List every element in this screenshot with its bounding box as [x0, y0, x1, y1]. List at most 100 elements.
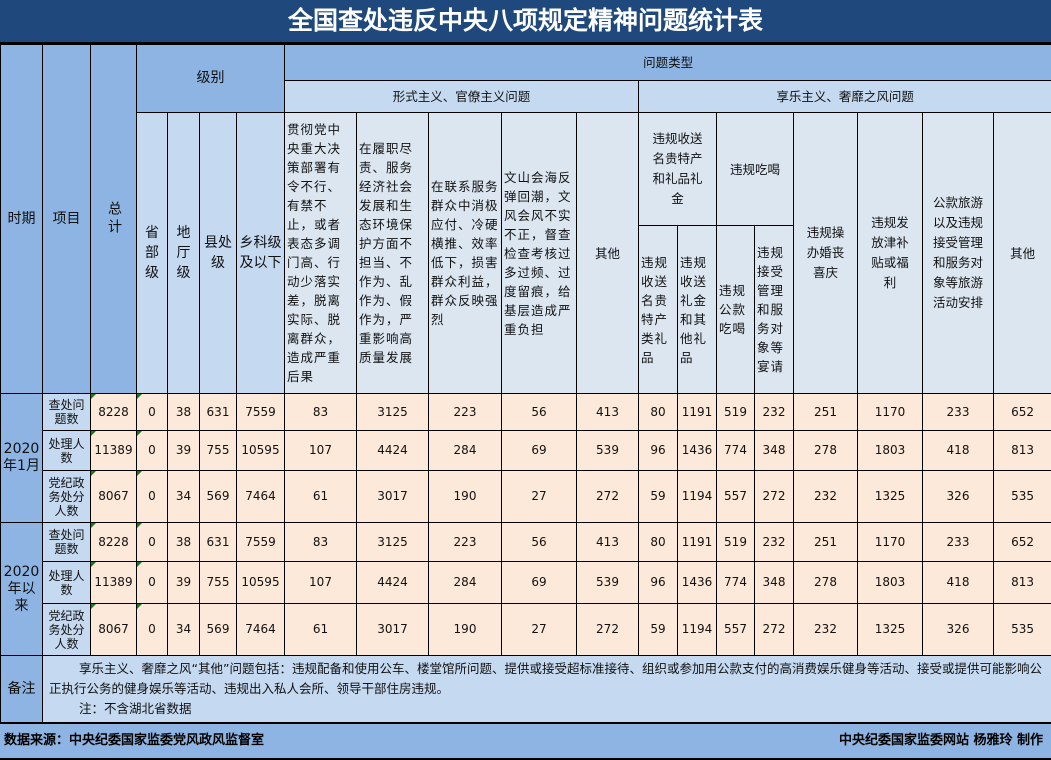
row-item-label: 处理人数 [42, 430, 91, 471]
notes-row: 备注 享乐主义、奢靡之风“其他”问题包括：违规配备和使用公车、楼堂馆所问题、提供或… [0, 655, 1051, 723]
cell-dining-banquets: 272 [754, 603, 794, 656]
cell-travel: 233 [922, 522, 994, 562]
cell-weddings-funerals: 278 [793, 430, 858, 471]
cell-allowances: 1170 [857, 522, 923, 562]
cell-formalism-1: 61 [284, 470, 357, 523]
header-dining-public-funds: 违规公款吃喝 [716, 225, 755, 394]
cell-allowances: 1803 [857, 561, 923, 604]
cell-allowances: 1803 [857, 430, 923, 471]
cell-dining-banquets: 348 [754, 561, 794, 604]
cell-formalism-3: 284 [428, 430, 502, 471]
header-gifts-specialty: 违规收送名贵特产类礼品 [638, 225, 678, 394]
cell-township: 10595 [236, 561, 285, 604]
cell-formalism-2: 3017 [356, 603, 429, 656]
cell-formalism-4: 69 [501, 561, 577, 604]
cell-total: 8228 [90, 393, 137, 431]
header-level-provincial: 省部级 [136, 112, 168, 394]
cell-hedonism-other: 535 [992, 603, 1051, 656]
cell-formalism-2: 3017 [356, 470, 429, 523]
header-level-county: 县处级 [199, 112, 237, 394]
header-formalism-other: 其他 [576, 112, 639, 394]
cell-travel: 418 [922, 430, 994, 471]
cell-gifts-specialty: 80 [638, 522, 678, 562]
cell-formalism-2: 4424 [356, 561, 429, 604]
notes-line-1: 享乐主义、奢靡之风“其他”问题包括：违规配备和使用公车、楼堂馆所问题、提供或接受… [49, 661, 1042, 696]
header-hedonism-other: 其他 [992, 112, 1051, 394]
cell-dining-public-funds: 557 [716, 603, 755, 656]
cell-township: 10595 [236, 430, 285, 471]
cell-prefectural: 38 [167, 522, 200, 562]
notes-label: 备注 [0, 655, 43, 723]
header-item: 项目 [42, 44, 91, 394]
header-formalism-col-4: 文山会海反弹回潮，文风会风不实不正，督查检查考核过多过频、过度留痕，给基层造成严… [501, 112, 577, 394]
header-allowances: 违规发放津补贴或福利 [857, 112, 923, 394]
cell-gifts-cash: 1191 [677, 393, 717, 431]
cell-gifts-cash: 1194 [677, 470, 717, 523]
notes-line-2: 注：不含湖北省数据 [79, 701, 192, 716]
row-item-label: 处理人数 [42, 561, 91, 604]
cell-weddings-funerals: 251 [793, 522, 858, 562]
cell-hedonism-other: 652 [992, 393, 1051, 431]
cell-formalism-1: 107 [284, 430, 357, 471]
cell-formalism-2: 4424 [356, 430, 429, 471]
cell-gifts-specialty: 59 [638, 470, 678, 523]
header-formalism-col-3: 在联系服务群众中消极应付、冷硬横推、效率低下，损害群众利益，群众反映强烈 [428, 112, 502, 394]
cell-dining-public-funds: 519 [716, 393, 755, 431]
cell-gifts-specialty: 96 [638, 430, 678, 471]
cell-formalism-other: 539 [576, 561, 639, 604]
cell-total: 11389 [90, 430, 137, 471]
cell-allowances: 1325 [857, 603, 923, 656]
cell-township: 7464 [236, 603, 285, 656]
cell-total: 8228 [90, 522, 137, 562]
notes-content: 享乐主义、奢靡之风“其他”问题包括：违规配备和使用公车、楼堂馆所问题、提供或接受… [41, 655, 1051, 723]
header-total: 总计 [90, 44, 137, 394]
page-title: 全国查处违反中央八项规定精神问题统计表 [0, 0, 1051, 42]
cell-formalism-other: 272 [576, 470, 639, 523]
cell-weddings-funerals: 251 [793, 393, 858, 431]
header-level-township: 乡科级及以下 [236, 112, 285, 394]
cell-travel: 418 [922, 561, 994, 604]
cell-total: 8067 [90, 603, 137, 656]
data-source: 数据来源：中央纪委国家监委党风政风监督室 [4, 733, 265, 748]
period-label: 2020年1月 [0, 393, 43, 523]
cell-weddings-funerals: 232 [793, 603, 858, 656]
table-row: 党纪政务处分人数 8067 0 34 569 7464 61 3017 190 27 272 59 11… [1, 603, 1051, 656]
statistics-table: 时期 项目 总计 级别 问题类型 形式主义、官僚主义问题 享乐主义、奢靡之风问题… [0, 44, 1051, 723]
header-period: 时期 [0, 44, 43, 394]
cell-formalism-1: 61 [284, 603, 357, 656]
cell-provincial: 0 [136, 430, 168, 471]
cell-prefectural: 34 [167, 470, 200, 523]
cell-weddings-funerals: 232 [793, 470, 858, 523]
cell-allowances: 1170 [857, 393, 923, 431]
cell-gifts-cash: 1191 [677, 522, 717, 562]
row-item-label: 查处问题数 [42, 522, 91, 562]
cell-travel: 326 [922, 603, 994, 656]
cell-dining-banquets: 272 [754, 470, 794, 523]
cell-provincial: 0 [136, 470, 168, 523]
cell-gifts-cash: 1194 [677, 603, 717, 656]
cell-gifts-cash: 1436 [677, 561, 717, 604]
header-formalism-col-1: 贯彻党中央重大决策部署有令不行、有禁不止，或者表态多调门高、行动少落实差，脱离实… [284, 112, 357, 394]
cell-formalism-1: 83 [284, 522, 357, 562]
cell-county: 755 [199, 430, 237, 471]
cell-gifts-cash: 1436 [677, 430, 717, 471]
cell-formalism-1: 107 [284, 561, 357, 604]
cell-formalism-3: 190 [428, 470, 502, 523]
cell-gifts-specialty: 80 [638, 393, 678, 431]
header-problem-type: 问题类型 [283, 44, 1051, 81]
header-dining-banquets: 违规接受管理和服务对象等宴请 [754, 225, 794, 394]
cell-travel: 326 [922, 470, 994, 523]
header-gifts-group: 违规收送名贵特产和礼品礼金 [638, 112, 717, 226]
row-item-label: 党纪政务处分人数 [42, 470, 91, 523]
period-label: 2020年以来 [0, 522, 43, 656]
cell-hedonism-other: 535 [992, 470, 1051, 523]
table-row: 处理人数 11389 0 39 755 10595 107 4424 284 69 539 96 143… [1, 430, 1051, 471]
cell-total: 8067 [90, 470, 137, 523]
header-weddings-funerals: 违规操办婚丧喜庆 [793, 112, 858, 394]
table-row: 处理人数 11389 0 39 755 10595 107 4424 284 69 539 96 143… [1, 561, 1051, 604]
header-hedonism: 享乐主义、奢靡之风问题 [637, 80, 1051, 113]
cell-formalism-3: 284 [428, 561, 502, 604]
cell-formalism-2: 3125 [356, 522, 429, 562]
table-row: 2020年1月 查处问题数 8228 0 38 631 7559 83 3125 223 56 413… [0, 393, 1051, 523]
cell-formalism-3: 223 [428, 522, 502, 562]
